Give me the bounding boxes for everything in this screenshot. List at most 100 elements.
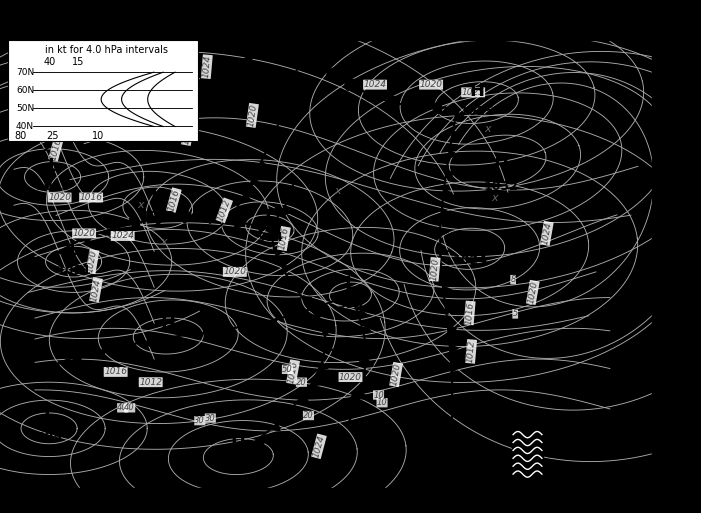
Text: x: x xyxy=(491,192,498,203)
Polygon shape xyxy=(446,169,454,177)
Text: 1024: 1024 xyxy=(312,434,326,459)
Text: 1012: 1012 xyxy=(216,198,233,223)
Text: 994: 994 xyxy=(257,231,283,244)
Bar xyxy=(652,0,701,513)
Polygon shape xyxy=(49,363,59,370)
Text: 995: 995 xyxy=(36,431,62,444)
Polygon shape xyxy=(286,94,296,102)
Text: H: H xyxy=(469,82,484,101)
Polygon shape xyxy=(68,128,78,135)
Text: 40: 40 xyxy=(44,57,56,67)
Polygon shape xyxy=(267,319,277,326)
Text: 1012: 1012 xyxy=(465,340,477,363)
Text: 1016: 1016 xyxy=(49,136,63,161)
Text: x: x xyxy=(484,124,491,134)
Polygon shape xyxy=(301,297,311,304)
Polygon shape xyxy=(299,40,315,49)
Polygon shape xyxy=(50,140,60,147)
Bar xyxy=(0,488,701,513)
Text: 1020: 1020 xyxy=(390,362,402,387)
Text: 1o: 1o xyxy=(653,122,668,135)
Polygon shape xyxy=(144,340,155,347)
Polygon shape xyxy=(449,150,458,158)
Text: 80: 80 xyxy=(15,130,27,141)
Polygon shape xyxy=(440,247,449,255)
Text: H: H xyxy=(150,187,165,206)
Polygon shape xyxy=(440,228,449,236)
Polygon shape xyxy=(448,325,456,333)
Polygon shape xyxy=(281,265,291,272)
Text: 1020: 1020 xyxy=(339,372,362,382)
Text: 20: 20 xyxy=(296,378,307,387)
Polygon shape xyxy=(365,89,377,101)
Polygon shape xyxy=(275,207,290,214)
Polygon shape xyxy=(266,49,275,56)
Polygon shape xyxy=(298,394,308,401)
Polygon shape xyxy=(95,349,106,357)
Text: x: x xyxy=(137,200,144,210)
Polygon shape xyxy=(193,332,204,340)
Polygon shape xyxy=(292,77,301,85)
Text: 1032: 1032 xyxy=(484,180,519,193)
Text: 1020: 1020 xyxy=(246,104,259,127)
Polygon shape xyxy=(313,312,323,319)
Text: 1016: 1016 xyxy=(80,193,102,202)
Text: 30: 30 xyxy=(194,416,205,425)
Text: 30: 30 xyxy=(205,413,216,423)
Text: x: x xyxy=(160,237,167,247)
Polygon shape xyxy=(441,208,450,216)
Text: 1011: 1011 xyxy=(56,264,91,278)
Polygon shape xyxy=(433,102,442,114)
Polygon shape xyxy=(153,219,163,225)
Text: 1025: 1025 xyxy=(462,88,484,97)
Text: H: H xyxy=(462,231,477,249)
Text: 10: 10 xyxy=(373,390,384,400)
Polygon shape xyxy=(355,327,371,334)
Text: 50: 50 xyxy=(282,365,293,374)
Polygon shape xyxy=(386,96,397,109)
Text: 1024: 1024 xyxy=(111,231,134,241)
Text: 1024: 1024 xyxy=(90,278,102,302)
Text: 1020: 1020 xyxy=(429,258,440,281)
Polygon shape xyxy=(291,312,301,320)
Text: 1016: 1016 xyxy=(104,367,127,377)
Polygon shape xyxy=(130,219,139,229)
Text: 25: 25 xyxy=(47,130,59,141)
Polygon shape xyxy=(409,101,418,113)
Text: L: L xyxy=(345,274,356,293)
Polygon shape xyxy=(327,68,341,78)
Text: 1015: 1015 xyxy=(35,180,70,193)
Text: H: H xyxy=(231,436,246,455)
Polygon shape xyxy=(270,424,280,430)
Text: 1024: 1024 xyxy=(151,339,186,352)
Text: 1024: 1024 xyxy=(201,55,212,78)
Polygon shape xyxy=(314,305,324,312)
Text: 1020: 1020 xyxy=(73,229,95,238)
Text: 996: 996 xyxy=(338,298,363,311)
Polygon shape xyxy=(229,210,239,216)
Polygon shape xyxy=(311,55,326,65)
Polygon shape xyxy=(235,216,244,227)
Text: 40: 40 xyxy=(124,403,135,412)
Polygon shape xyxy=(289,42,299,49)
Text: H: H xyxy=(161,315,176,334)
Polygon shape xyxy=(240,194,250,201)
Polygon shape xyxy=(445,306,454,313)
Polygon shape xyxy=(218,329,229,336)
Text: 1020: 1020 xyxy=(224,267,246,277)
Polygon shape xyxy=(120,345,130,351)
Polygon shape xyxy=(452,383,461,391)
Polygon shape xyxy=(358,344,373,350)
Text: 60N: 60N xyxy=(16,86,34,95)
Text: x: x xyxy=(334,186,341,196)
Polygon shape xyxy=(451,364,460,372)
Text: 1024: 1024 xyxy=(540,221,553,246)
Text: 1016: 1016 xyxy=(167,188,181,212)
Text: 1024: 1024 xyxy=(158,52,171,76)
Text: 1025: 1025 xyxy=(459,105,494,119)
Text: 10: 10 xyxy=(93,130,104,141)
Text: 50N: 50N xyxy=(16,104,34,113)
Polygon shape xyxy=(449,345,458,352)
Bar xyxy=(512,431,543,481)
Polygon shape xyxy=(451,131,461,139)
